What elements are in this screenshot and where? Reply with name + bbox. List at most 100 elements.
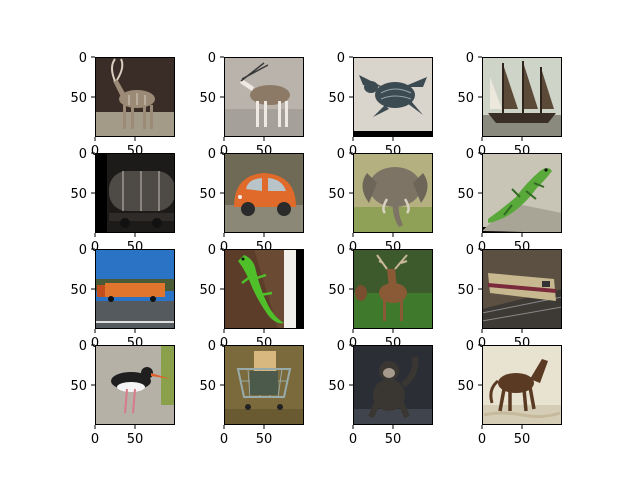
x-tick-label: 0 xyxy=(220,240,228,255)
y-tick-label: 50 xyxy=(457,379,474,394)
axes-frame xyxy=(482,249,562,329)
x-tick-label: 0 xyxy=(220,432,228,447)
photo-content xyxy=(224,153,304,233)
oystercatcher-bird-icon xyxy=(95,345,175,425)
y-tick-label: 0 xyxy=(337,147,345,162)
y-tick-label: 50 xyxy=(199,187,216,202)
sailing-ship-icon xyxy=(482,57,562,137)
oryx-antelope-icon xyxy=(224,57,304,137)
green-gecko-icon xyxy=(224,249,304,329)
panel-grid: 0 50 0 50 0 50 0 50 0 50 0 50 0 50 0 50 0 50 0 50 0 50 0 50 0 50 0… xyxy=(70,51,562,447)
axes-frame xyxy=(353,345,433,425)
photo-content xyxy=(353,57,433,137)
photo-content xyxy=(353,249,433,329)
y-tick-label: 0 xyxy=(337,339,345,354)
locomotive-icon xyxy=(482,249,562,329)
x-tick-label: 50 xyxy=(514,432,531,447)
axes-frame xyxy=(95,249,175,329)
sea-turtle-icon xyxy=(353,57,433,137)
x-tick-label: 0 xyxy=(349,240,357,255)
y-tick-label: 0 xyxy=(466,339,474,354)
x-tick-label: 0 xyxy=(478,240,486,255)
red-deer-icon xyxy=(353,249,433,329)
axes-frame xyxy=(95,345,175,425)
axes-frame xyxy=(482,345,562,425)
elephant-icon xyxy=(353,153,433,233)
x-tick-label: 0 xyxy=(91,336,99,351)
green-lizard-icon xyxy=(482,153,562,233)
x-tick-label: 50 xyxy=(385,432,402,447)
photo-content xyxy=(95,249,175,329)
x-tick-label: 0 xyxy=(91,432,99,447)
photo-content xyxy=(95,345,175,425)
x-tick-label: 50 xyxy=(256,432,273,447)
x-tick-label: 0 xyxy=(349,432,357,447)
x-tick-label: 0 xyxy=(91,240,99,255)
axes-frame xyxy=(353,57,433,137)
y-tick-label: 0 xyxy=(208,147,216,162)
y-tick-label: 50 xyxy=(328,283,345,298)
photo-content xyxy=(353,345,433,425)
y-tick-label: 50 xyxy=(199,283,216,298)
y-tick-label: 0 xyxy=(79,51,87,66)
orange-truck-icon xyxy=(95,249,175,329)
x-tick-label: 0 xyxy=(478,432,486,447)
photo-content xyxy=(482,57,562,137)
photo-content xyxy=(95,153,175,233)
axes-frame xyxy=(224,249,304,329)
y-tick-label: 0 xyxy=(466,51,474,66)
axes-frame xyxy=(353,249,433,329)
y-tick-label: 50 xyxy=(457,187,474,202)
y-tick-label: 0 xyxy=(466,243,474,258)
x-tick-label: 0 xyxy=(349,144,357,159)
x-tick-label: 0 xyxy=(478,336,486,351)
axes-frame xyxy=(482,57,562,137)
photo-content xyxy=(224,345,304,425)
y-tick-label: 0 xyxy=(466,147,474,162)
axes-frame xyxy=(95,57,175,137)
axes-frame xyxy=(224,153,304,233)
y-tick-label: 0 xyxy=(79,339,87,354)
photo-content xyxy=(224,249,304,329)
y-tick-label: 50 xyxy=(457,283,474,298)
axes-frame xyxy=(482,153,562,233)
x-tick-label: 50 xyxy=(127,432,144,447)
y-tick-label: 0 xyxy=(208,339,216,354)
photo-content xyxy=(353,153,433,233)
image-panel: 0 50 0 50 xyxy=(457,339,562,447)
tank-car-train-icon xyxy=(95,153,175,233)
kudu-antelope-icon xyxy=(95,57,175,137)
chimpanzee-icon xyxy=(353,345,433,425)
photo-content xyxy=(482,249,562,329)
shopping-cart-icon xyxy=(224,345,304,425)
y-tick-label: 0 xyxy=(337,243,345,258)
y-tick-label: 50 xyxy=(328,187,345,202)
photo-content xyxy=(482,153,562,233)
y-tick-label: 0 xyxy=(337,51,345,66)
photo-content xyxy=(95,57,175,137)
y-tick-label: 50 xyxy=(457,91,474,106)
x-tick-label: 0 xyxy=(91,144,99,159)
photo-content xyxy=(482,345,562,425)
orange-microcar-icon xyxy=(224,153,304,233)
x-tick-label: 0 xyxy=(220,336,228,351)
axes-frame xyxy=(353,153,433,233)
axes-frame xyxy=(95,153,175,233)
y-tick-label: 0 xyxy=(79,147,87,162)
y-tick-label: 0 xyxy=(79,243,87,258)
y-tick-label: 50 xyxy=(199,379,216,394)
y-tick-label: 50 xyxy=(328,91,345,106)
y-tick-label: 0 xyxy=(208,51,216,66)
